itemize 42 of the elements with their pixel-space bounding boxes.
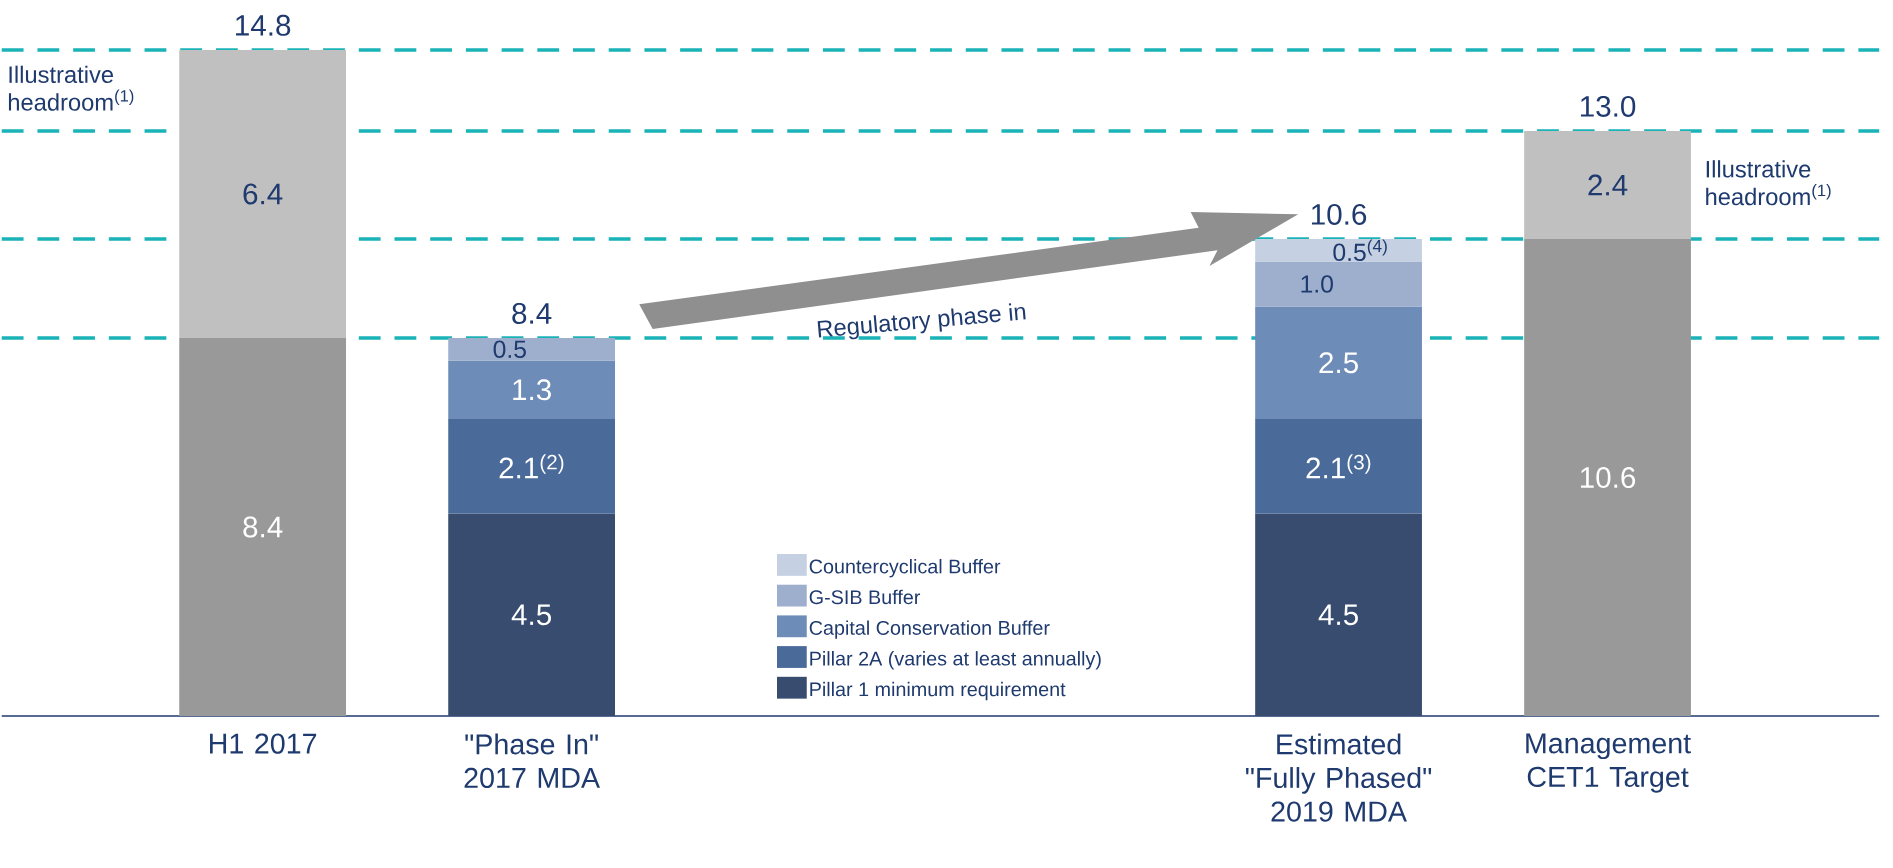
data-label: 0.5	[493, 340, 526, 359]
data-label: 0.5$^{(4)}$	[1333, 239, 1387, 262]
bar	[1255, 239, 1422, 262]
data-label: 10.6	[1580, 467, 1636, 489]
bar	[179, 338, 347, 717]
total-label: 10.6	[1311, 203, 1367, 225]
total-label: 14.8	[236, 14, 291, 36]
data-label: 6.4	[243, 183, 283, 205]
data-label: 2.5	[1319, 352, 1358, 374]
legend-label: Countercyclical Buffer	[809, 559, 1001, 578]
bar	[1255, 513, 1422, 717]
total-label: 8.4	[512, 303, 552, 325]
bar	[1524, 131, 1691, 240]
data-label: 1.3	[513, 379, 551, 401]
bar	[1255, 261, 1422, 307]
annotation: Illustrative headroom$^{(1)}$	[8, 65, 134, 111]
bar	[1255, 306, 1422, 420]
legend-label: Pillar 2A (varies at least annually)	[810, 651, 1101, 670]
data-label: 2.4	[1588, 174, 1628, 196]
legend-label: G-SIB Buffer	[809, 589, 921, 605]
total-label: 13.0	[1580, 95, 1636, 117]
x-tick-label: Estimated "Fully Phased" 2019 MDA	[1246, 733, 1432, 822]
bar	[1255, 419, 1422, 514]
bar	[448, 419, 616, 514]
x-tick-label: "Phase In" 2017 MDA	[464, 733, 601, 789]
x-tick-label: Management CET1 Target	[1526, 733, 1691, 793]
x-tick-label: H1 2017	[210, 733, 317, 754]
annotation: Regulatory phase in	[817, 303, 1026, 340]
data-label: 2.1$^{(3)}$	[1306, 454, 1371, 479]
data-label: 4.5	[1318, 604, 1358, 626]
data-label: 4.5	[511, 604, 551, 626]
bar	[448, 338, 616, 361]
data-label: 1.0	[1301, 275, 1333, 293]
annotation: Illustrative headroom$^{(1)}$	[1706, 160, 1831, 206]
legend-label: Pillar 1 minimum requirement	[810, 681, 1066, 701]
legend-label: Capital Conservation Buffer	[809, 620, 1050, 639]
bar	[448, 513, 616, 717]
bar	[179, 50, 347, 339]
data-label: 8.4	[243, 516, 283, 538]
bar	[448, 360, 616, 420]
data-label: 2.1$^{(2)}$	[499, 454, 564, 479]
bar	[1524, 239, 1691, 717]
